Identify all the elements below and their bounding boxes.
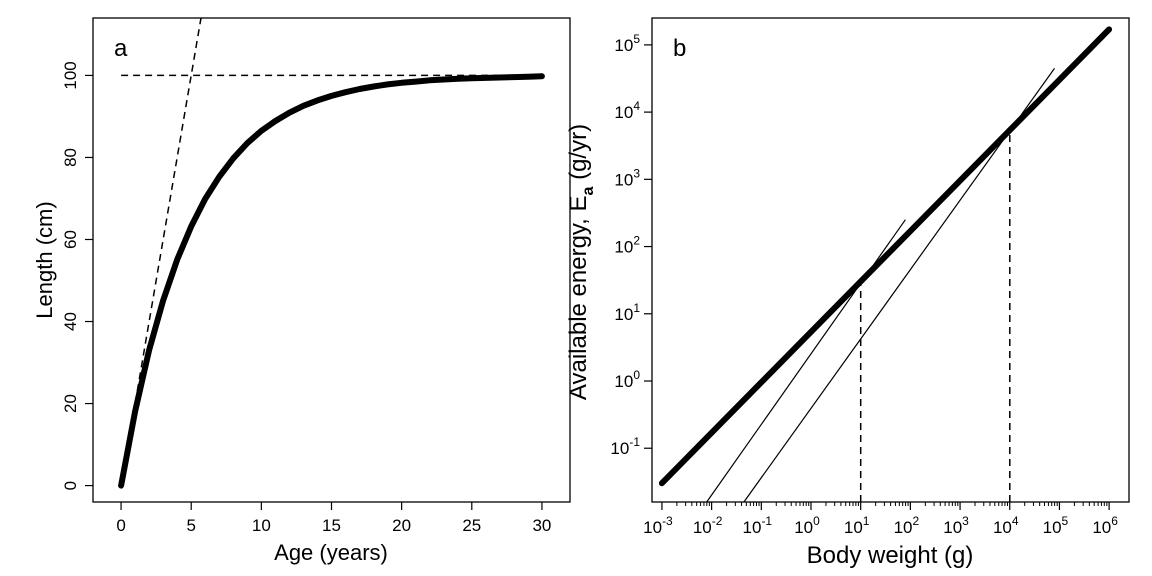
panel-b-label: b bbox=[673, 35, 686, 62]
panel-a-x-axis: 0 5 10 15 20 25 30 bbox=[116, 502, 551, 535]
panel-b-y-label: Available energy, Ea (g/yr) bbox=[565, 124, 597, 400]
x-tick-label: 10-2 bbox=[693, 514, 723, 537]
x-tick-label: 103 bbox=[943, 514, 969, 537]
y-tick-label: 0 bbox=[61, 481, 80, 490]
x-tick-label: 30 bbox=[532, 516, 551, 535]
x-tick-label: 106 bbox=[1092, 514, 1118, 537]
y-tick-label: 80 bbox=[61, 148, 80, 167]
y-tick-label: 60 bbox=[61, 230, 80, 249]
panel-a-y-axis: 0 20 40 60 80 100 bbox=[61, 61, 93, 490]
x-tick-label: 25 bbox=[462, 516, 481, 535]
panel-b-y-label-main: Available energy, E bbox=[565, 196, 592, 401]
x-tick-label: 102 bbox=[894, 514, 920, 537]
y-tick-label: 20 bbox=[61, 394, 80, 413]
panel-a-series bbox=[118, 17, 545, 489]
panel-b-y-label-unit: (g/yr) bbox=[565, 124, 592, 187]
series-line-1 bbox=[658, 26, 1113, 487]
x-tick-label: 101 bbox=[844, 514, 870, 537]
x-tick-label: 104 bbox=[993, 514, 1019, 537]
y-tick-label: 105 bbox=[614, 32, 640, 55]
series-line-1 bbox=[118, 73, 545, 489]
panel-b-frame bbox=[651, 17, 1130, 503]
y-tick-label: 101 bbox=[614, 301, 640, 324]
y-tick-label: 100 bbox=[614, 368, 640, 391]
panel-b-series bbox=[658, 26, 1113, 503]
panel-b-y-label-subscript: a bbox=[580, 187, 597, 196]
x-tick-label: 15 bbox=[322, 516, 341, 535]
x-tick-label: 100 bbox=[794, 514, 820, 537]
series-line-2 bbox=[706, 219, 906, 503]
panel-b-x-axis: 10-3 10-2 10-1 100 101 102 103 104 105 106 bbox=[643, 502, 1118, 537]
panel-a-x-label: Age (years) bbox=[274, 540, 388, 565]
x-tick-label: 5 bbox=[186, 516, 195, 535]
x-tick-label: 10 bbox=[252, 516, 271, 535]
series-line-3 bbox=[743, 68, 1055, 503]
x-tick-label: 0 bbox=[116, 516, 125, 535]
panel-a-frame bbox=[92, 17, 571, 503]
y-tick-label: 40 bbox=[61, 312, 80, 331]
x-tick-label: 10-3 bbox=[643, 514, 673, 537]
y-tick-label: 10-1 bbox=[610, 435, 640, 458]
x-tick-label: 10-1 bbox=[743, 514, 773, 537]
x-tick-label: 20 bbox=[392, 516, 411, 535]
y-tick-label: 100 bbox=[61, 61, 80, 89]
y-tick-label: 104 bbox=[614, 99, 640, 122]
y-tick-label: 103 bbox=[614, 166, 640, 189]
x-tick-label: 105 bbox=[1043, 514, 1069, 537]
panel-a-y-label: Length (cm) bbox=[32, 201, 57, 318]
panel-b-x-label: Body weight (g) bbox=[807, 542, 974, 569]
y-tick-label: 102 bbox=[614, 234, 640, 257]
panel-b-y-axis: 10-1 100 101 102 103 104 105 bbox=[610, 32, 652, 458]
panel-b: b 10-3 10-2 10-1 100 101 102 103 104 105 106 10-1… bbox=[565, 17, 1130, 569]
panel-a-label: a bbox=[114, 35, 128, 62]
